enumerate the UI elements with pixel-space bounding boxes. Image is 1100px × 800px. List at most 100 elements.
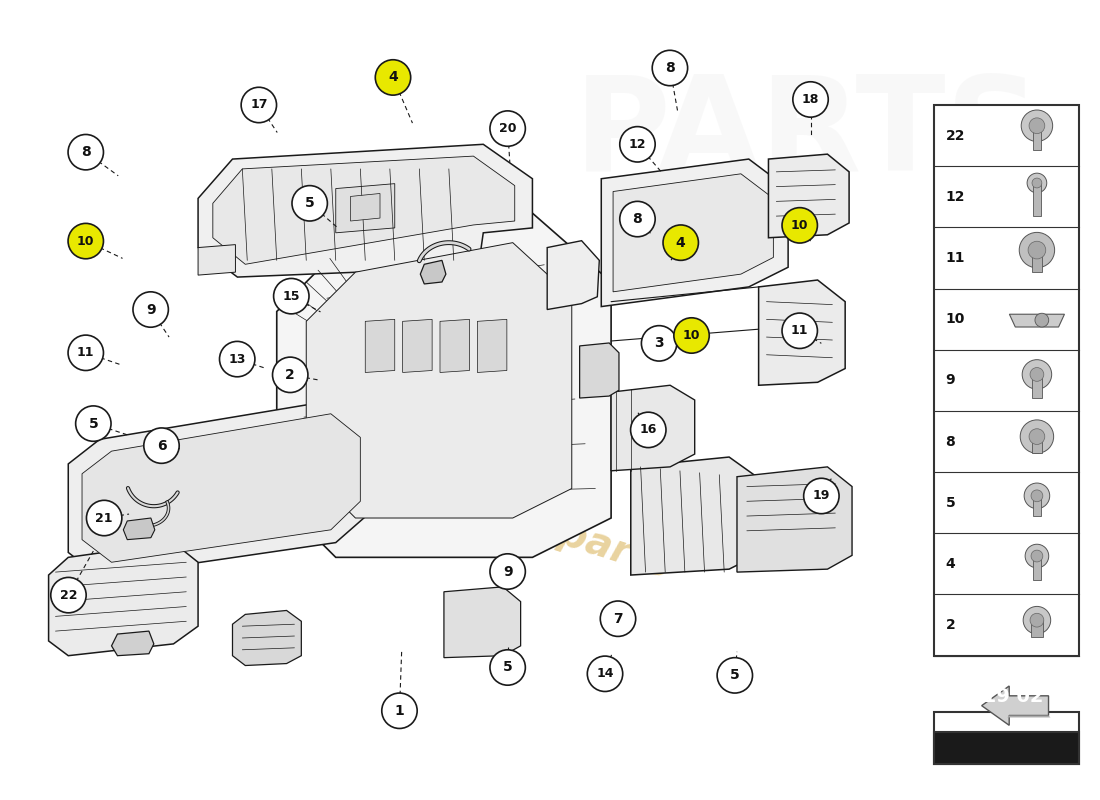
- Bar: [1032, 374, 1042, 398]
- Bar: [1033, 126, 1041, 150]
- Circle shape: [274, 278, 309, 314]
- Polygon shape: [198, 144, 532, 277]
- Text: PARTS: PARTS: [574, 71, 1042, 198]
- Circle shape: [1022, 360, 1052, 389]
- Circle shape: [490, 111, 526, 146]
- Circle shape: [273, 357, 308, 393]
- Text: 4: 4: [946, 557, 955, 571]
- Circle shape: [674, 318, 710, 353]
- Circle shape: [1031, 490, 1043, 502]
- Circle shape: [51, 578, 86, 613]
- Circle shape: [1032, 178, 1042, 188]
- Text: 12: 12: [946, 190, 965, 204]
- Circle shape: [587, 656, 623, 691]
- Bar: [1032, 437, 1042, 454]
- Text: 5: 5: [503, 661, 513, 674]
- Circle shape: [793, 82, 828, 117]
- Text: 5: 5: [88, 417, 98, 430]
- Text: 15: 15: [283, 290, 300, 302]
- Bar: [934, 732, 1079, 764]
- Circle shape: [76, 406, 111, 442]
- Polygon shape: [981, 686, 1048, 726]
- Polygon shape: [336, 184, 395, 233]
- Text: 9: 9: [503, 565, 513, 578]
- Circle shape: [1027, 173, 1047, 193]
- Text: 5: 5: [305, 196, 315, 210]
- Polygon shape: [212, 156, 515, 264]
- Text: 2: 2: [946, 618, 955, 632]
- Bar: [934, 712, 1079, 764]
- Polygon shape: [333, 390, 444, 508]
- Bar: [1031, 620, 1043, 637]
- Circle shape: [1035, 314, 1048, 327]
- Text: 10: 10: [683, 329, 701, 342]
- Text: 6: 6: [156, 438, 166, 453]
- Polygon shape: [68, 400, 375, 577]
- Text: 9: 9: [146, 302, 155, 317]
- Text: 17: 17: [250, 98, 267, 111]
- Text: 5: 5: [946, 496, 955, 510]
- Polygon shape: [737, 467, 852, 572]
- Text: 14: 14: [596, 667, 614, 680]
- Text: 22: 22: [946, 129, 965, 142]
- Polygon shape: [420, 260, 446, 284]
- Circle shape: [382, 693, 417, 729]
- Circle shape: [630, 412, 666, 447]
- Text: 4: 4: [675, 236, 685, 250]
- Polygon shape: [1008, 715, 1050, 718]
- Polygon shape: [48, 542, 198, 656]
- Text: 22: 22: [59, 589, 77, 602]
- Polygon shape: [403, 319, 432, 373]
- Circle shape: [804, 478, 839, 514]
- Polygon shape: [613, 174, 773, 292]
- Text: a passion for parts: a passion for parts: [272, 422, 675, 585]
- Circle shape: [133, 292, 168, 327]
- Circle shape: [87, 500, 122, 536]
- Circle shape: [1024, 483, 1049, 509]
- Polygon shape: [612, 386, 695, 471]
- Text: 21: 21: [96, 511, 113, 525]
- Polygon shape: [351, 194, 380, 221]
- Bar: [1033, 556, 1041, 580]
- Circle shape: [782, 208, 817, 243]
- Circle shape: [619, 202, 656, 237]
- Polygon shape: [1010, 314, 1065, 327]
- Circle shape: [782, 313, 817, 349]
- Polygon shape: [630, 457, 757, 575]
- Circle shape: [1020, 232, 1055, 268]
- Text: 8: 8: [81, 145, 90, 159]
- Circle shape: [663, 225, 698, 260]
- Circle shape: [220, 342, 255, 377]
- Circle shape: [1020, 420, 1054, 454]
- Circle shape: [1025, 544, 1048, 568]
- Text: 3: 3: [654, 336, 664, 350]
- Circle shape: [490, 554, 526, 590]
- Text: 819 02: 819 02: [969, 686, 1044, 706]
- Text: 11: 11: [77, 346, 95, 359]
- Text: 11: 11: [946, 251, 965, 265]
- Text: 1: 1: [395, 704, 405, 718]
- Circle shape: [1028, 242, 1046, 259]
- Text: 7: 7: [613, 612, 623, 626]
- Polygon shape: [547, 241, 600, 310]
- Text: 4: 4: [388, 70, 398, 85]
- Polygon shape: [232, 610, 301, 666]
- Polygon shape: [769, 154, 849, 238]
- Polygon shape: [123, 518, 155, 540]
- Text: 8: 8: [632, 212, 642, 226]
- Circle shape: [1021, 110, 1053, 142]
- Text: 8: 8: [666, 61, 674, 75]
- Polygon shape: [759, 280, 845, 386]
- Circle shape: [68, 134, 103, 170]
- Polygon shape: [277, 213, 612, 558]
- Text: 16: 16: [639, 423, 657, 436]
- Polygon shape: [477, 319, 507, 373]
- Circle shape: [1030, 614, 1044, 627]
- Text: 19: 19: [813, 490, 830, 502]
- Text: 10: 10: [946, 312, 965, 326]
- Bar: [1033, 496, 1041, 517]
- Polygon shape: [82, 414, 361, 562]
- Circle shape: [652, 50, 688, 86]
- Text: 20: 20: [499, 122, 516, 135]
- Circle shape: [1030, 429, 1045, 445]
